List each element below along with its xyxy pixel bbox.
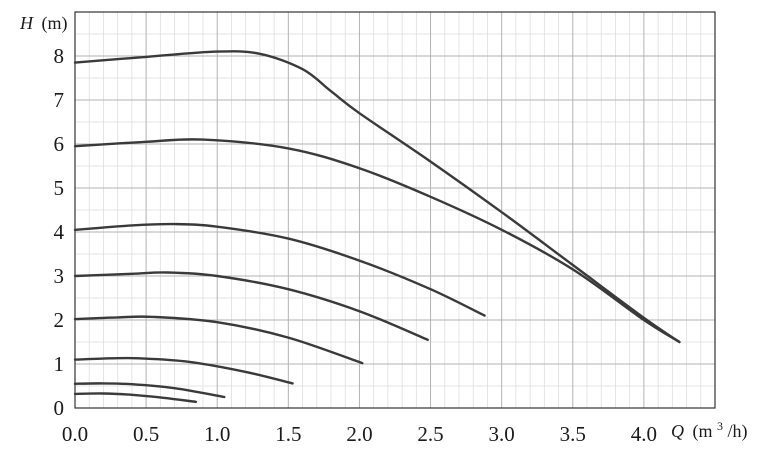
- pump-curve-7: [73, 382, 226, 399]
- x-tick-label: 1.0: [204, 422, 230, 446]
- x-tick-label: 0.5: [133, 422, 159, 446]
- x-tick-label: 3.5: [560, 422, 586, 446]
- x-tick-label: 3.0: [489, 422, 515, 446]
- y-tick-label: 2: [54, 308, 65, 332]
- y-tick-label: 5: [54, 176, 65, 200]
- y-tick-label: 4: [54, 220, 65, 244]
- y-axis-unit: (m): [42, 13, 68, 34]
- x-axis-unit-sup: 3: [717, 419, 723, 433]
- x-tick-label: 2.0: [346, 422, 372, 446]
- y-tick-label: 7: [54, 88, 65, 112]
- x-tick-label: 0.0: [62, 422, 88, 446]
- pump-curve-8: [73, 392, 198, 403]
- x-tick-label: 1.5: [275, 422, 301, 446]
- pump-curve-1: [73, 50, 681, 344]
- y-tick-label: 1: [54, 352, 65, 376]
- pump-curve-4: [73, 271, 429, 341]
- pump-curve-6: [73, 356, 294, 385]
- y-tick-labels: 0 1 2 3 4 5 6 7 8: [54, 44, 65, 420]
- y-tick-label: 6: [54, 132, 65, 156]
- y-tick-label: 0: [54, 396, 65, 420]
- grid: [75, 12, 715, 408]
- x-tick-label: 4.0: [631, 422, 657, 446]
- y-tick-label: 8: [54, 44, 65, 68]
- x-axis-unit-suffix: /h): [728, 421, 748, 442]
- x-axis-unit-prefix: (m: [693, 421, 713, 442]
- x-tick-label: 2.5: [417, 422, 443, 446]
- curves: [73, 50, 681, 403]
- x-tick-labels: 0.0 0.5 1.0 1.5 2.0 2.5 3.0 3.5 4.0: [62, 422, 657, 446]
- pump-curve-5: [73, 315, 364, 365]
- y-axis-symbol: H: [19, 13, 34, 33]
- y-tick-label: 3: [54, 264, 65, 288]
- y-axis-label: H (m): [19, 13, 68, 34]
- pump-curve-2: [73, 138, 681, 344]
- x-axis-symbol: Q: [671, 421, 684, 441]
- plot-frame: [74, 11, 716, 409]
- pump-curve-3: [73, 222, 486, 317]
- x-axis-label: Q (m 3 /h): [671, 414, 748, 442]
